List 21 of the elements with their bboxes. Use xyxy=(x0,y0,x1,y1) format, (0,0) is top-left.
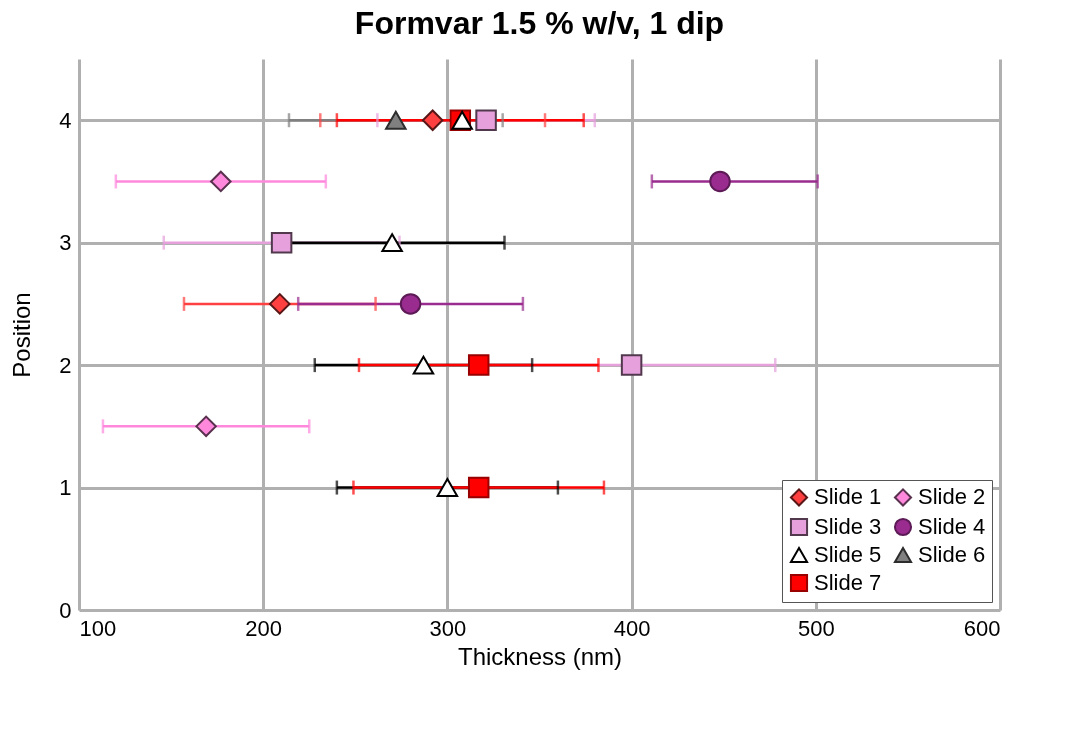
x-tick-label: 300 xyxy=(429,615,467,641)
legend-label: Slide 6 xyxy=(918,542,986,567)
y-tick-label: 3 xyxy=(59,230,72,256)
x-tick-label: 100 xyxy=(79,615,117,641)
y-tick-label: 1 xyxy=(59,475,72,501)
x-tick-label: 600 xyxy=(963,615,1001,641)
x-axis-title: Thickness (nm) xyxy=(457,642,623,670)
x-tick-label: 500 xyxy=(797,615,835,641)
x-tick-label: 400 xyxy=(613,615,651,641)
x-tick-label: 200 xyxy=(245,615,283,641)
legend-label: Slide 4 xyxy=(918,514,986,539)
legend-label: Slide 7 xyxy=(814,570,882,595)
y-tick-label: 2 xyxy=(59,352,72,378)
legend-label: Slide 5 xyxy=(814,542,882,567)
legend-label: Slide 1 xyxy=(814,484,882,510)
y-tick-label: 4 xyxy=(59,107,72,133)
legend-label: Slide 2 xyxy=(918,484,986,510)
y-tick-label: 0 xyxy=(59,597,72,623)
legend-label: Slide 3 xyxy=(814,514,882,539)
y-axis-title: Position xyxy=(8,292,36,378)
chart-title: Formvar 1.5 % w/v, 1 dip xyxy=(354,5,725,41)
